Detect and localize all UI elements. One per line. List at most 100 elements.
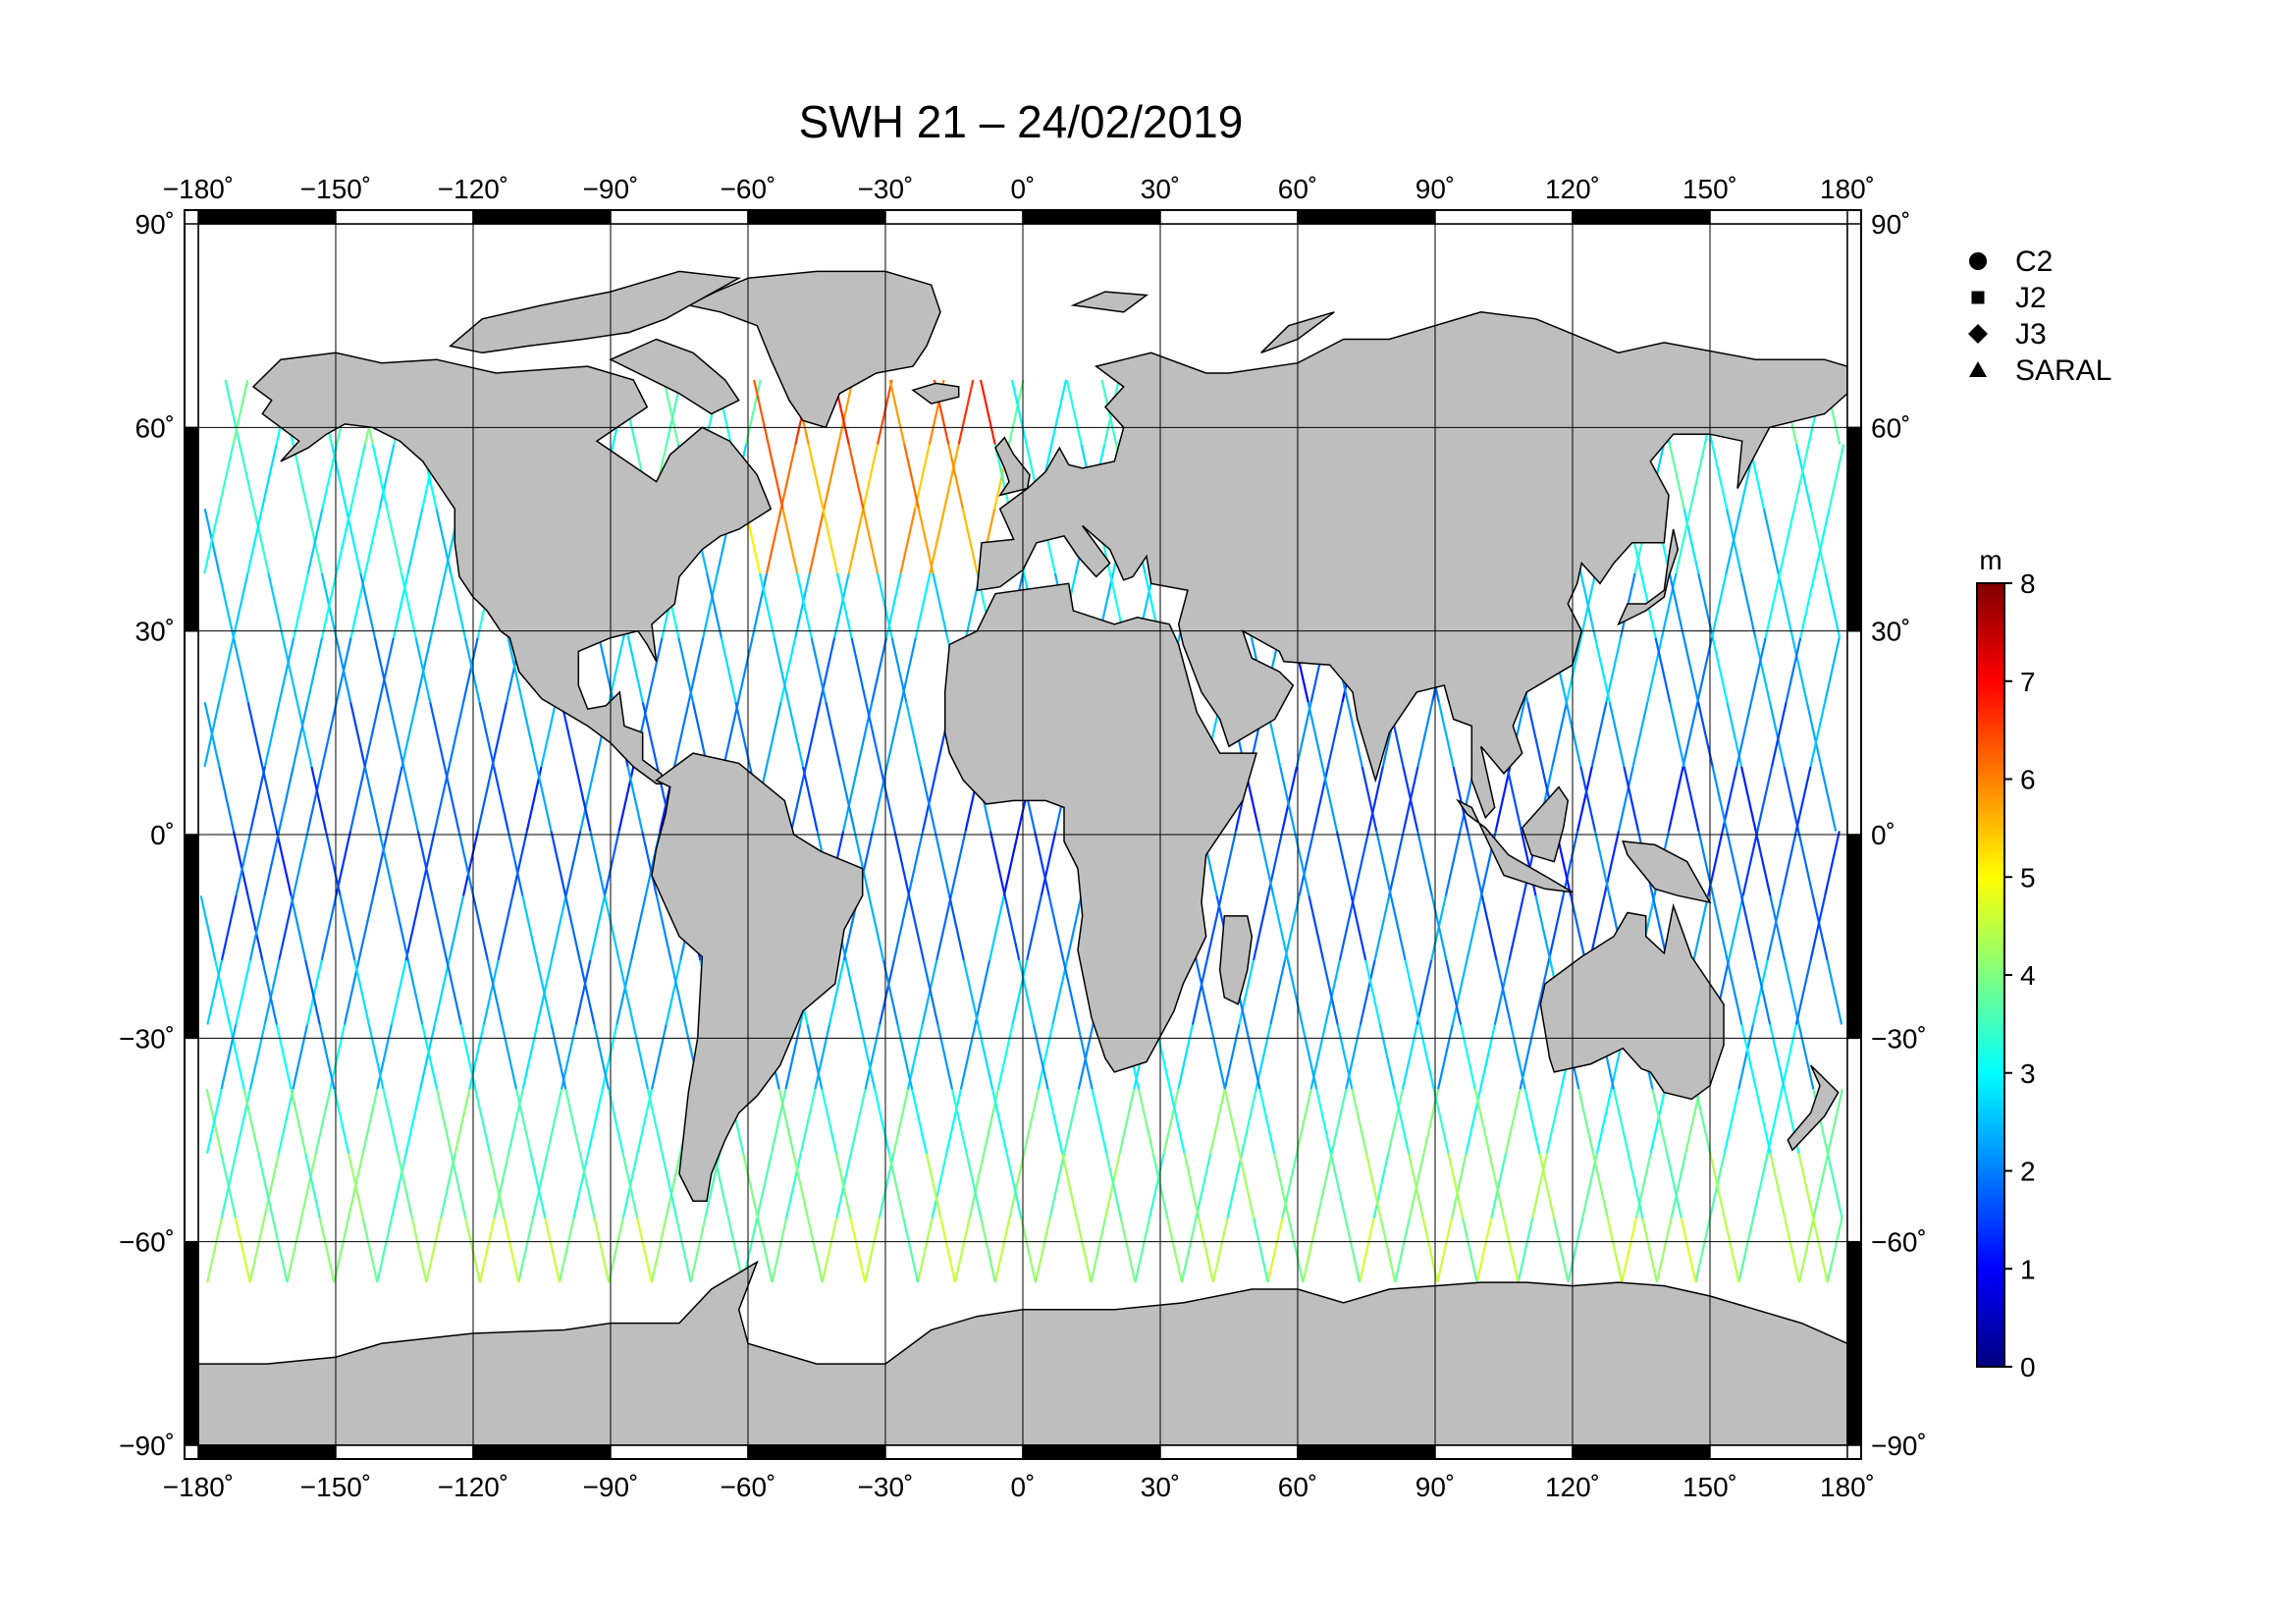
satellite-track-segment <box>847 444 865 510</box>
satellite-track-segment <box>1134 1217 1151 1283</box>
satellite-track-segment <box>1826 959 1843 1025</box>
satellite-track-segment <box>908 894 925 961</box>
satellite-track-segment <box>1223 1088 1241 1155</box>
satellite-track-segment <box>957 379 975 445</box>
lon-tick-label-bottom: −150˚ <box>300 1472 371 1502</box>
satellite-track-segment <box>1739 894 1757 961</box>
satellite-track-segment <box>1689 444 1706 510</box>
satellite-track-segment <box>821 1088 837 1155</box>
satellite-track-segment <box>1293 831 1310 896</box>
satellite-track-segment <box>767 444 784 510</box>
colorbar-tick-label: 8 <box>2020 568 2036 599</box>
satellite-track-segment <box>1728 894 1744 961</box>
satellite-track-segment <box>234 1217 251 1283</box>
satellite-track-segment <box>934 831 951 896</box>
satellite-track-segment <box>1764 572 1782 638</box>
satellite-track-segment <box>435 1088 453 1155</box>
satellite-track-segment <box>261 766 278 832</box>
lon-tick-label-bottom: −120˚ <box>438 1472 508 1502</box>
colorbar-tick-label: 4 <box>2020 960 2036 991</box>
satellite-track-segment <box>1820 766 1838 832</box>
satellite-track-segment <box>1726 959 1743 1025</box>
satellite-track-segment <box>759 572 775 638</box>
satellite-track-segment <box>1660 572 1678 638</box>
satellite-track-segment <box>1266 1217 1284 1283</box>
satellite-track-segment <box>702 572 719 638</box>
frame-band-left <box>184 1240 199 1446</box>
satellite-track-segment <box>363 701 381 768</box>
satellite-track-segment <box>1018 959 1035 1025</box>
satellite-track-segment <box>263 701 281 768</box>
lat-tick-label-left: −60˚ <box>119 1227 175 1258</box>
satellite-track-segment <box>589 831 607 896</box>
colorbar-tick-label: 5 <box>2020 862 2036 893</box>
satellite-track-segment <box>1444 831 1462 896</box>
satellite-track-segment <box>550 894 567 961</box>
satellite-track-segment <box>333 1088 350 1155</box>
frame-band-bottom <box>335 1444 474 1460</box>
satellite-track-segment <box>1388 831 1405 896</box>
frame-band-left <box>184 629 199 836</box>
satellite-track-segment <box>1551 701 1569 768</box>
frame-band-top <box>1434 209 1574 225</box>
satellite-track-segment <box>720 637 737 703</box>
satellite-track-segment <box>1594 637 1611 703</box>
satellite-track-segment <box>893 831 911 896</box>
satellite-track-segment <box>1710 572 1728 638</box>
satellite-track-segment <box>871 766 888 832</box>
legend-marker-diamond-icon <box>1968 324 1988 344</box>
satellite-track-segment <box>293 572 309 638</box>
satellite-track-segment <box>574 766 592 832</box>
satellite-track-segment <box>1346 701 1363 768</box>
satellite-track-segment <box>282 637 298 703</box>
satellite-track-segment <box>203 701 221 768</box>
satellite-track-segment <box>1696 637 1713 703</box>
satellite-track-segment <box>503 1217 520 1283</box>
lat-tick-label-left: −90˚ <box>119 1431 175 1461</box>
satellite-track-segment <box>1330 1088 1348 1155</box>
frame-band-top <box>472 209 612 225</box>
satellite-track-segment <box>1490 1153 1508 1218</box>
satellite-track-segment <box>1479 1024 1496 1090</box>
lat-tick-label-left: 60˚ <box>135 412 175 443</box>
satellite-track-segment <box>905 701 922 768</box>
satellite-track-segment <box>1723 1088 1740 1155</box>
lon-tick-label-top: 120˚ <box>1545 174 1600 204</box>
frame-band-bottom <box>610 1444 749 1460</box>
satellite-track-segment <box>806 1217 824 1283</box>
satellite-track-segment <box>421 1024 439 1090</box>
satellite-track-segment <box>1791 637 1808 703</box>
satellite-track-segment <box>1694 1217 1712 1283</box>
satellite-track-segment <box>603 831 620 896</box>
satellite-track-segment <box>558 1217 575 1283</box>
land-indonesia <box>1456 798 1574 893</box>
satellite-track-segment <box>1367 766 1384 832</box>
satellite-track-segment <box>1577 1088 1595 1155</box>
satellite-track-segment <box>876 572 893 638</box>
satellite-track-segment <box>1517 1217 1534 1283</box>
satellite-track-segment <box>849 1088 867 1155</box>
satellite-track-segment <box>1651 1088 1669 1155</box>
satellite-track-segment <box>390 959 407 1025</box>
satellite-track-segment <box>808 509 826 574</box>
satellite-track-segment <box>252 509 270 574</box>
satellite-track-segment <box>1766 894 1784 961</box>
frame-band-right <box>1846 223 1862 429</box>
satellite-track-segment <box>511 831 528 896</box>
satellite-track-segment <box>1590 701 1608 768</box>
satellite-track-segment <box>903 444 920 510</box>
colorbar-tick-label: 2 <box>2020 1157 2036 1187</box>
satellite-track-segment <box>1768 701 1786 768</box>
satellite-track-segment <box>235 1088 252 1155</box>
satellite-track-segment <box>1148 1153 1165 1218</box>
satellite-track-segment <box>1445 959 1463 1025</box>
legend-marker-circle-icon <box>1969 252 1987 270</box>
satellite-track-segment <box>1769 1153 1787 1218</box>
satellite-track-segment <box>1034 831 1050 896</box>
satellite-track-segment <box>661 1153 678 1218</box>
satellite-track-segment <box>598 637 615 703</box>
satellite-track-segment <box>531 1153 549 1218</box>
satellite-track-segment <box>1451 959 1468 1025</box>
satellite-track-segment <box>361 1217 379 1283</box>
satellite-track-segment <box>353 959 370 1025</box>
